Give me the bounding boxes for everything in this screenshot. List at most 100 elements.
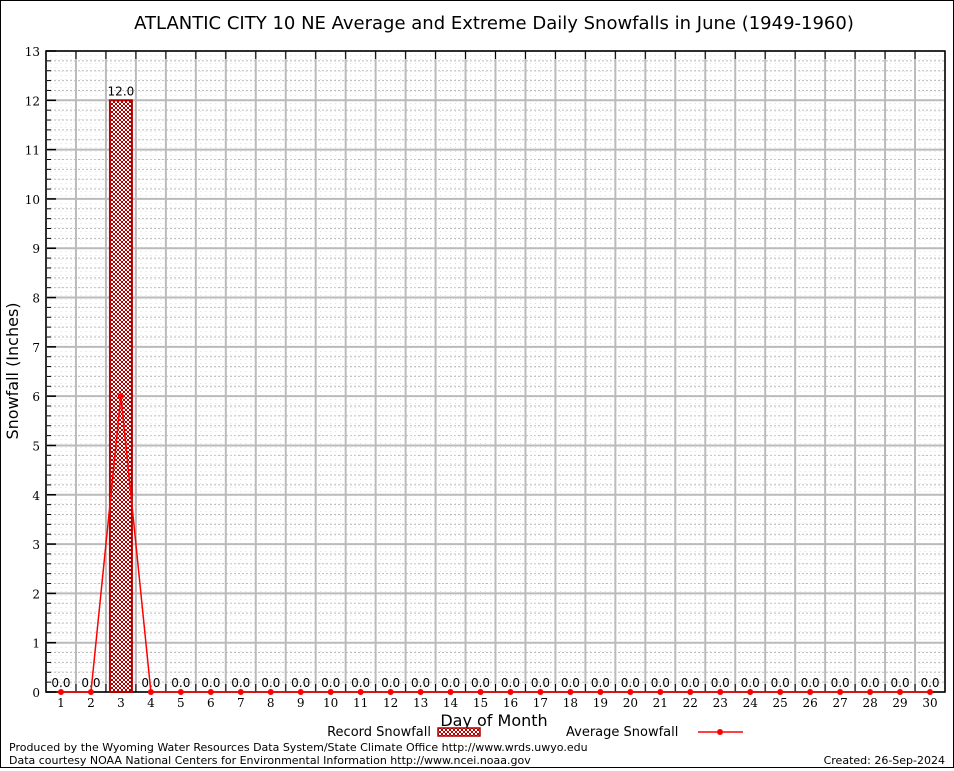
x-tick-label: 14 xyxy=(443,696,459,710)
chart-title: ATLANTIC CITY 10 NE Average and Extreme … xyxy=(134,13,854,34)
average-point xyxy=(537,689,544,695)
average-point xyxy=(567,689,574,695)
average-point xyxy=(777,689,784,695)
x-tick-label: 9 xyxy=(297,696,305,710)
y-tick-label: 1 xyxy=(32,637,40,651)
footer-produced-by: Produced by the Wyoming Water Resources … xyxy=(9,741,588,754)
record-value-label: 0.0 xyxy=(591,676,610,690)
record-value-label: 0.0 xyxy=(920,676,939,690)
average-point xyxy=(837,689,844,695)
record-value-label: 0.0 xyxy=(681,676,700,690)
record-value-label: 0.0 xyxy=(561,676,580,690)
average-point xyxy=(297,689,304,695)
x-tick-label: 4 xyxy=(147,696,155,710)
x-tick-label: 1 xyxy=(57,696,65,710)
x-tick-label: 28 xyxy=(862,696,877,710)
average-point xyxy=(177,689,184,695)
average-point xyxy=(417,689,424,695)
y-axis-label: Snowfall (Inches) xyxy=(3,302,22,439)
x-tick-label: 25 xyxy=(773,696,788,710)
record-value-label: 0.0 xyxy=(891,676,910,690)
average-point xyxy=(477,689,484,695)
average-point xyxy=(807,689,814,695)
x-tick-label: 23 xyxy=(713,696,728,710)
x-tick-label: 19 xyxy=(593,696,608,710)
legend-record-label: Record Snowfall xyxy=(327,725,431,740)
record-value-label: 0.0 xyxy=(171,676,190,690)
legend-record-swatch xyxy=(437,727,481,737)
x-tick-label: 16 xyxy=(503,696,518,710)
x-tick-label: 22 xyxy=(683,696,698,710)
average-point xyxy=(387,689,394,695)
y-tick-label: 10 xyxy=(25,193,40,207)
average-point xyxy=(867,689,874,695)
average-point xyxy=(327,689,334,695)
y-tick-label: 5 xyxy=(32,439,40,453)
record-value-label: 0.0 xyxy=(441,676,460,690)
y-tick-label: 7 xyxy=(32,341,40,355)
x-tick-label: 6 xyxy=(207,696,215,710)
x-tick-label: 5 xyxy=(177,696,185,710)
x-tick-label: 27 xyxy=(832,696,847,710)
legend-average-label: Average Snowfall xyxy=(566,725,678,740)
average-point xyxy=(267,689,274,695)
average-point xyxy=(87,689,94,695)
average-point xyxy=(357,689,364,695)
average-point xyxy=(147,689,154,695)
x-tick-label: 10 xyxy=(323,696,338,710)
y-tick-label: 2 xyxy=(32,587,40,601)
average-point xyxy=(687,689,694,695)
x-tick-label: 20 xyxy=(623,696,638,710)
x-tick-label: 11 xyxy=(353,696,368,710)
record-value-label: 0.0 xyxy=(51,676,70,690)
y-tick-label: 0 xyxy=(32,686,40,700)
x-tick-label: 2 xyxy=(87,696,95,710)
record-value-label: 0.0 xyxy=(411,676,430,690)
record-value-label: 0.0 xyxy=(141,676,160,690)
y-tick-label: 12 xyxy=(25,94,40,108)
x-tick-label: 29 xyxy=(892,696,907,710)
record-value-label: 0.0 xyxy=(531,676,550,690)
x-tick-label: 15 xyxy=(473,696,488,710)
record-value-label: 0.0 xyxy=(801,676,820,690)
record-value-label: 0.0 xyxy=(861,676,880,690)
x-tick-label: 30 xyxy=(922,696,937,710)
record-value-label: 0.0 xyxy=(321,676,340,690)
average-point xyxy=(57,689,64,695)
footer-courtesy: Data courtesy NOAA National Centers for … xyxy=(9,754,531,767)
average-line xyxy=(60,396,931,693)
record-value-label: 0.0 xyxy=(231,676,250,690)
average-point xyxy=(717,689,724,695)
x-tick-label: 7 xyxy=(237,696,245,710)
average-point xyxy=(927,689,934,695)
y-tick-label: 6 xyxy=(32,390,40,404)
x-tick-label: 17 xyxy=(533,696,548,710)
record-value-label: 0.0 xyxy=(81,676,100,690)
legend-average-marker xyxy=(717,729,723,735)
average-point xyxy=(507,689,514,695)
average-point xyxy=(597,689,604,695)
record-value-label: 0.0 xyxy=(471,676,490,690)
x-tick-label: 21 xyxy=(653,696,668,710)
record-value-label: 0.0 xyxy=(201,676,220,690)
y-tick-label: 11 xyxy=(25,144,40,158)
x-tick-label: 26 xyxy=(803,696,818,710)
x-tick-label: 18 xyxy=(563,696,578,710)
record-value-label: 0.0 xyxy=(351,676,370,690)
average-point xyxy=(207,689,214,695)
legend: Record Snowfall Average Snowfall xyxy=(327,725,743,740)
x-tick-label: 13 xyxy=(413,696,428,710)
average-point xyxy=(627,689,634,695)
average-point xyxy=(747,689,754,695)
x-axis-label: Day of Month xyxy=(440,711,547,730)
average-point xyxy=(447,689,454,695)
y-tick-label: 8 xyxy=(32,292,40,306)
record-value-label: 12.0 xyxy=(108,84,135,98)
record-value-label: 0.0 xyxy=(501,676,520,690)
y-tick-label: 9 xyxy=(32,242,40,256)
average-point xyxy=(657,689,664,695)
record-value-label: 0.0 xyxy=(741,676,760,690)
footer-created: Created: 26-Sep-2024 xyxy=(824,754,945,767)
record-value-label: 0.0 xyxy=(651,676,670,690)
